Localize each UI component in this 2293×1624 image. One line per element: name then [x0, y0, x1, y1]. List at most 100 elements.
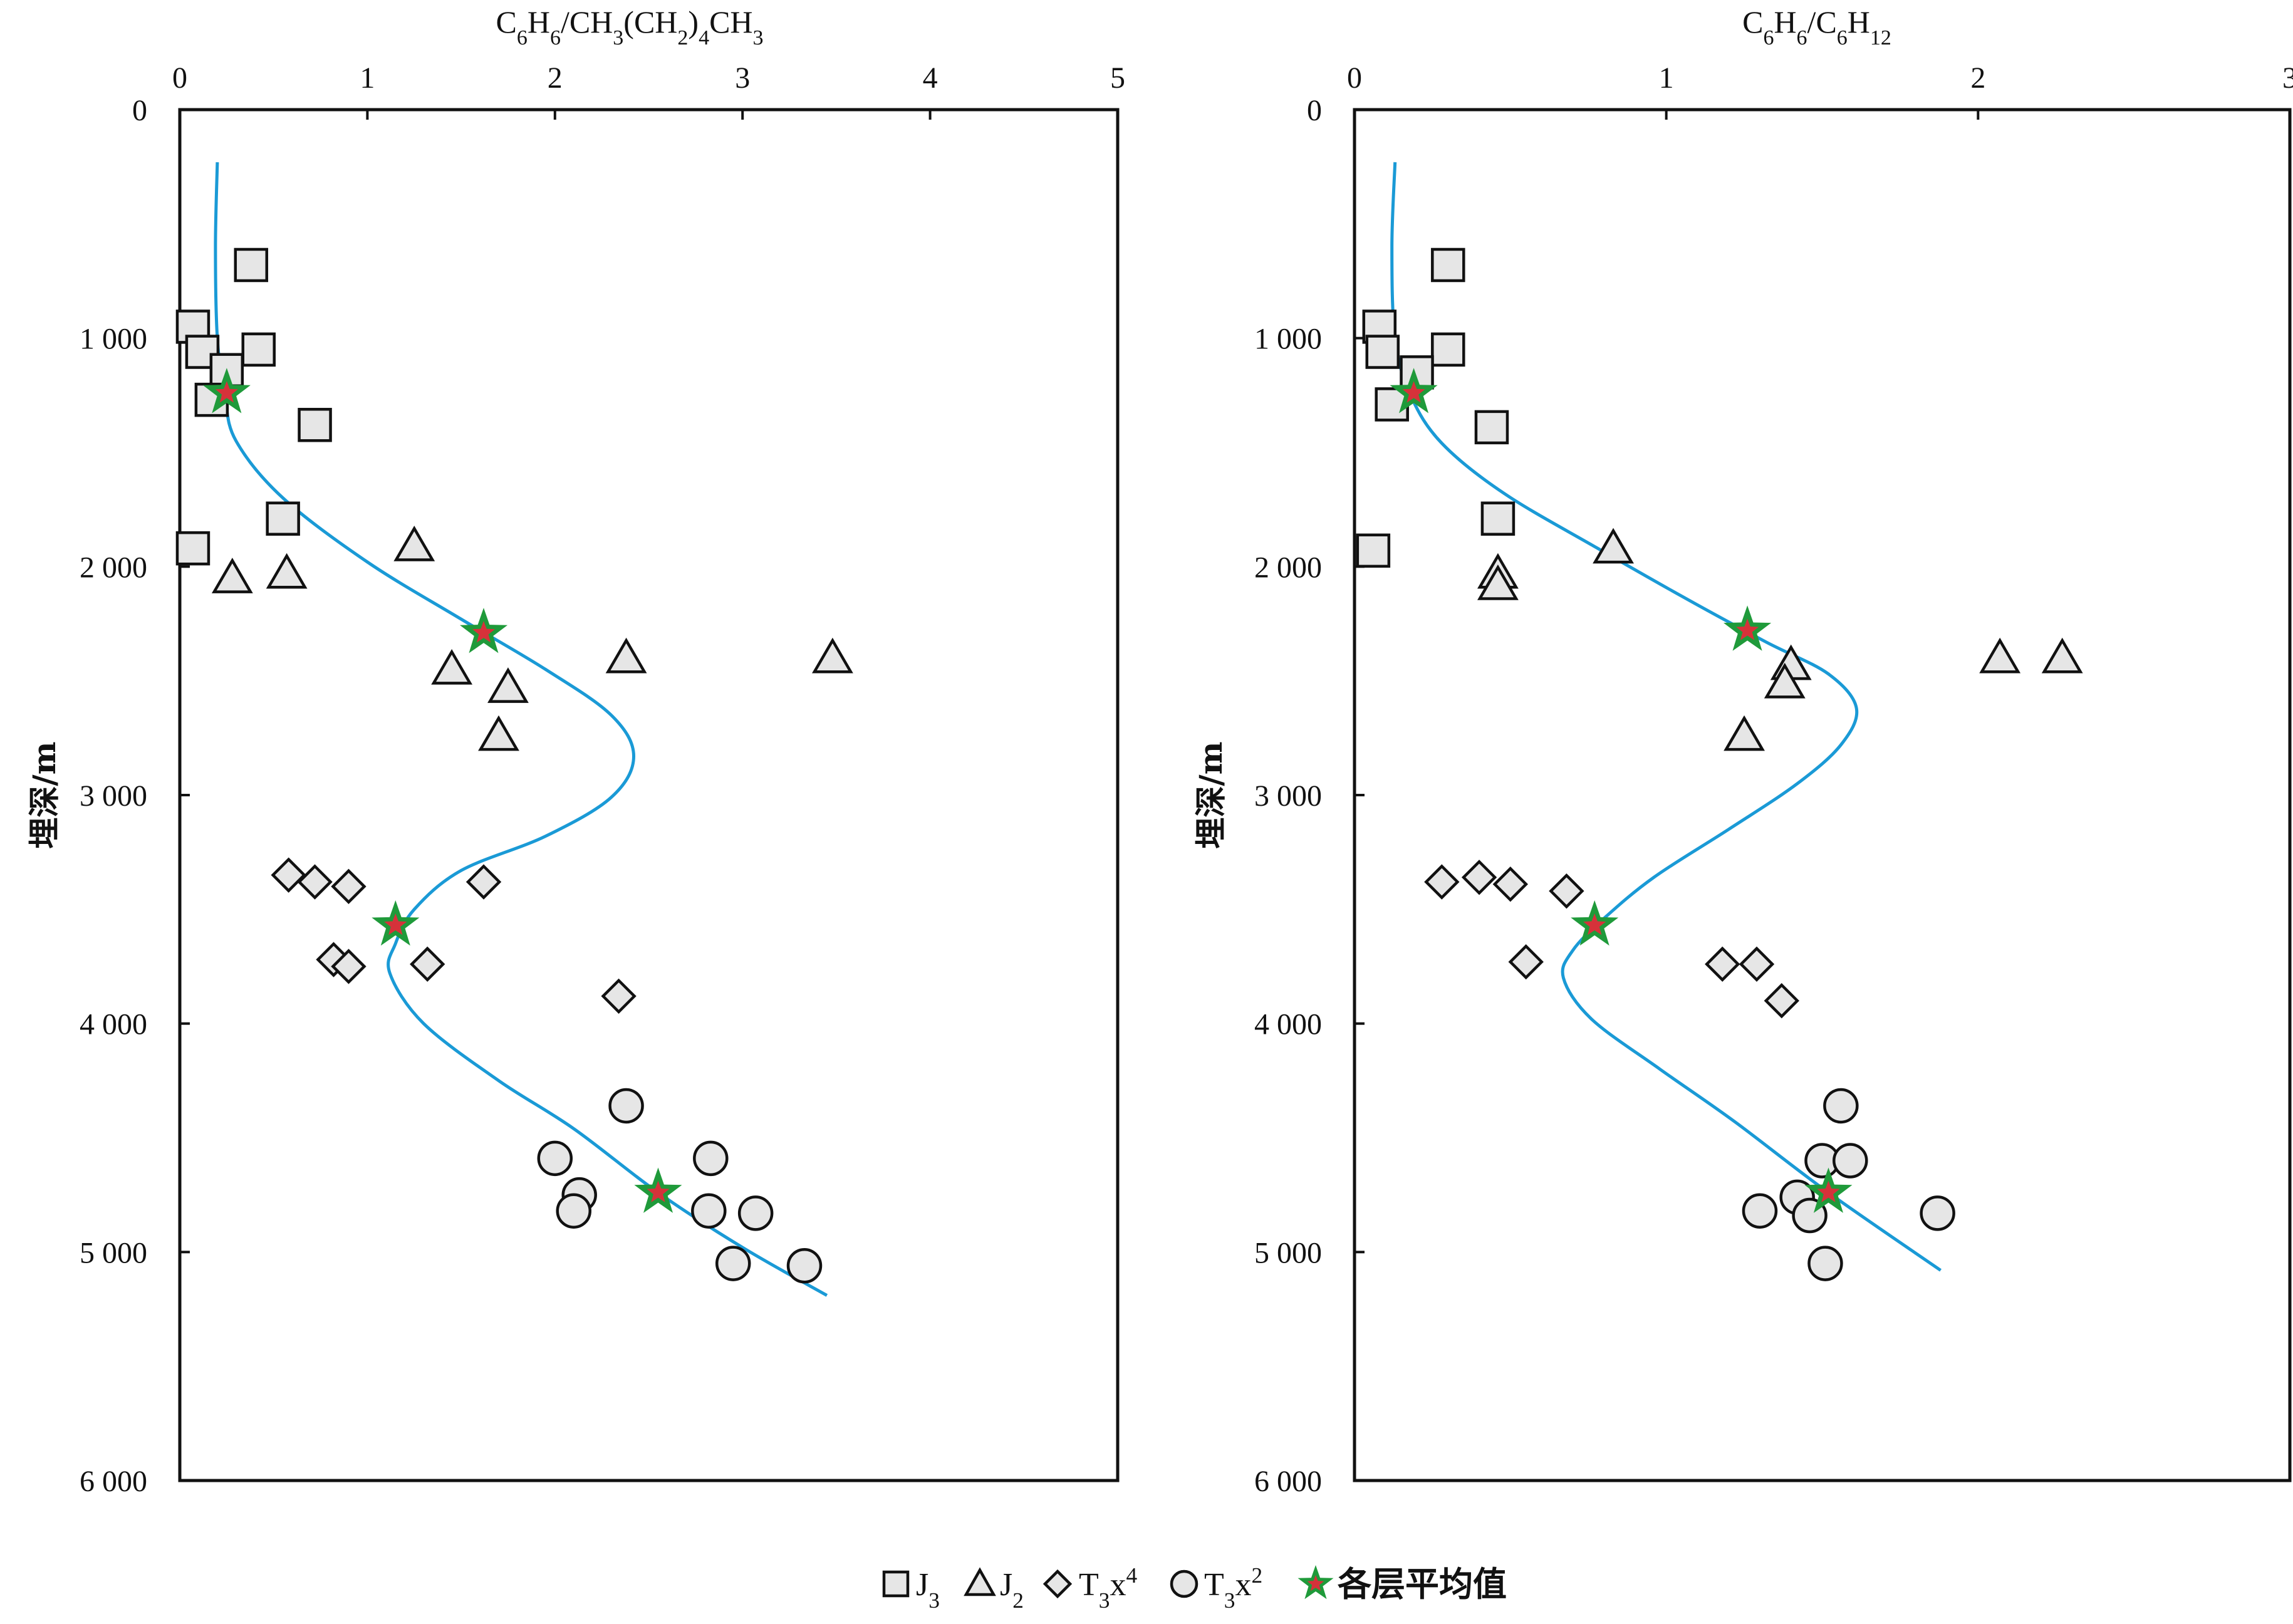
data-point-diamond: [1424, 864, 1460, 900]
data-point-triangle: [812, 637, 853, 674]
legend-item-diamond: T3x4: [1043, 1563, 1137, 1613]
data-point-triangle: [266, 553, 308, 589]
data-point-circle: [1833, 1143, 1868, 1179]
data-point-triangle: [431, 648, 473, 685]
legend-label: 各层平均值: [1338, 1564, 1507, 1604]
data-point-circle: [556, 1193, 591, 1229]
data-point-triangle: [1764, 662, 1806, 699]
x-tick-label: 1: [1659, 61, 1674, 95]
data-point-diamond: [1705, 946, 1740, 982]
x-tick-label: 2: [1970, 61, 1985, 95]
right-panel: 0 1 2 3 0 1 000 2 000 3 000 4 000 5 000 6 000 C6H6/…: [1192, 4, 2293, 1498]
data-point-square: [1431, 247, 1465, 283]
data-point-diamond: [410, 946, 445, 982]
data-point-square: [1431, 332, 1465, 367]
x-axis-title: C6H6/CH3(CH2)4CH3: [496, 4, 763, 49]
data-point-circle: [715, 1246, 751, 1281]
data-point-triangle: [1477, 565, 1519, 600]
data-point-circle: [693, 1140, 729, 1177]
legend-label: J3: [916, 1567, 940, 1613]
x-tick-label: 0: [172, 61, 187, 95]
legend-label: T3x4: [1079, 1563, 1137, 1613]
data-point-star: [1724, 605, 1772, 651]
y-tick-label: 2 000: [1254, 551, 1322, 584]
trend-curve: [214, 162, 828, 1297]
data-point-diamond: [297, 864, 333, 900]
legend: J3 J2 T3x4 T3x2 各层平均值: [882, 1563, 1507, 1613]
y-axis-title: 埋深/m: [1192, 741, 1229, 848]
data-point-diamond: [465, 864, 502, 900]
data-point-triangle: [2041, 637, 2083, 674]
x-tick-label: 3: [735, 61, 750, 95]
data-point-star: [1804, 1167, 1853, 1213]
data-point-square: [1474, 410, 1509, 445]
data-point-triangle: [487, 667, 529, 703]
legend-label: T3x2: [1204, 1563, 1262, 1613]
x-tick-label: 3: [2282, 61, 2293, 95]
legend-item-triangle: J2: [964, 1567, 1024, 1613]
data-point-diamond: [1549, 873, 1584, 909]
data-point-star: [1390, 368, 1438, 414]
data-point-diamond: [1492, 867, 1529, 902]
y-tick-label: 3 000: [80, 779, 147, 813]
y-tick-label: 3 000: [1254, 779, 1322, 813]
data-point-triangle: [605, 637, 647, 674]
data-point-circle: [537, 1140, 573, 1177]
x-tick-label: 2: [548, 61, 563, 95]
legend-item-square: J3: [882, 1567, 940, 1613]
legend-item-circle: T3x2: [1170, 1563, 1262, 1613]
data-point-diamond: [331, 949, 367, 984]
data-point-square: [1365, 335, 1400, 369]
y-tick-label: 5 000: [1254, 1236, 1322, 1269]
y-tick-label: 0: [132, 94, 147, 127]
data-point-star: [1571, 900, 1619, 946]
data-point-star: [202, 368, 251, 414]
data-point-star: [372, 900, 420, 946]
data-point-circle: [1807, 1246, 1843, 1281]
y-tick-label: 6 000: [80, 1465, 147, 1498]
x-tick-label: 5: [1110, 61, 1125, 95]
legend-symbol-triangle: [964, 1567, 996, 1596]
y-tick-label: 4 000: [80, 1008, 147, 1041]
data-point-circle: [737, 1195, 774, 1231]
y-tick-label: 0: [1307, 94, 1322, 127]
data-point-triangle: [478, 715, 519, 751]
data-point-diamond: [271, 857, 306, 893]
y-tick-label: 6 000: [1254, 1465, 1322, 1498]
data-point-square: [1356, 533, 1391, 568]
data-point-triangle: [211, 558, 253, 593]
legend-symbol-diamond: [1043, 1569, 1073, 1599]
plot-frame: [178, 108, 1120, 1482]
data-point-star: [634, 1167, 682, 1213]
data-point-circle: [1920, 1195, 1955, 1231]
data-point-circle: [691, 1193, 727, 1229]
data-point-square: [241, 332, 276, 367]
data-point-diamond: [601, 978, 637, 1014]
legend-symbol-square: [882, 1570, 910, 1598]
data-point-diamond: [1739, 946, 1775, 982]
data-point-triangle: [393, 526, 435, 561]
x-tick-label: 4: [923, 61, 938, 95]
trend-curve: [1390, 162, 1942, 1272]
data-point-triangle: [1979, 637, 2021, 674]
data-point-circle: [786, 1247, 823, 1284]
data-point-diamond: [1461, 860, 1497, 895]
data-point-square: [175, 531, 211, 566]
data-point-diamond: [331, 868, 367, 905]
legend-symbol-star: [1297, 1565, 1334, 1600]
legend-label: J2: [1000, 1567, 1024, 1613]
data-point-square: [298, 407, 332, 442]
data-point-circle: [608, 1088, 644, 1124]
y-tick-label: 5 000: [80, 1236, 147, 1269]
x-tick-label: 0: [1347, 61, 1362, 95]
data-point-square: [266, 501, 300, 536]
data-point-circle: [1742, 1193, 1778, 1229]
left-panel: 0 1 2 3 4 5 0 1 000 2 000 3 000 4 000 5 000 6 000 C6H…: [26, 4, 1125, 1498]
y-tick-label: 4 000: [1254, 1008, 1322, 1041]
data-point-star: [460, 608, 508, 653]
legend-item-star: 各层平均值: [1297, 1564, 1507, 1604]
data-point-diamond: [1764, 983, 1799, 1019]
y-axis-title: 埋深/m: [26, 741, 63, 848]
data-point-diamond: [1508, 944, 1544, 980]
